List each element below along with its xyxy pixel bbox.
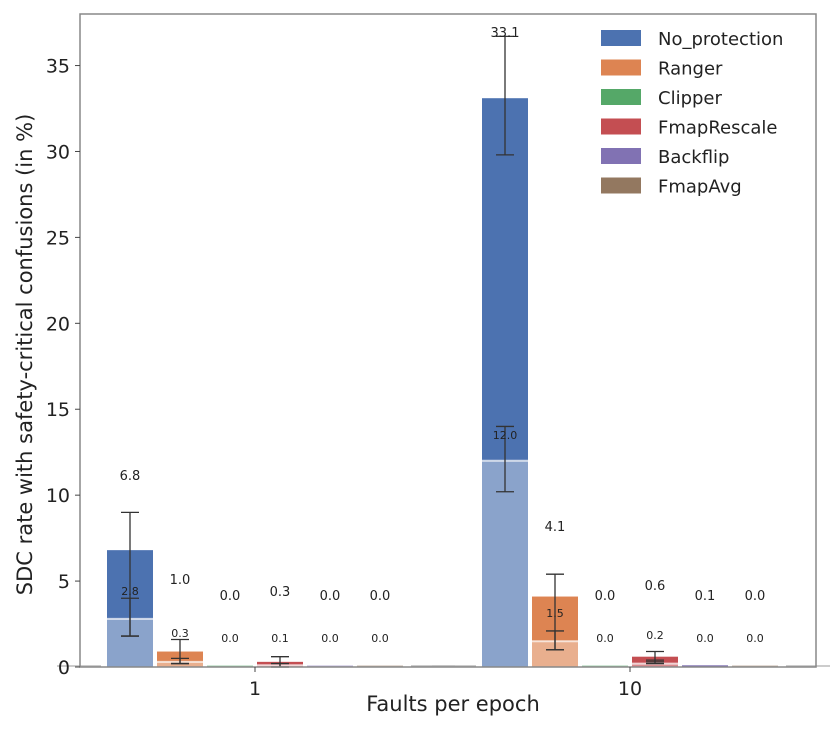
x-tick-label: 1 bbox=[249, 678, 261, 700]
y-axis-title: SDC rate with safety-critical confusions… bbox=[13, 114, 37, 596]
legend-swatch-no_protection bbox=[601, 30, 641, 46]
value-label: 0.0 bbox=[220, 589, 241, 604]
inner-value-label: 0.0 bbox=[596, 632, 614, 645]
inner-value-label: 0.1 bbox=[271, 632, 289, 645]
inner-bar-ranger-1 bbox=[157, 661, 203, 667]
value-label: 4.1 bbox=[545, 520, 566, 535]
legend-label-fmapavg: FmapAvg bbox=[658, 177, 742, 198]
legend-swatch-fmapavg bbox=[601, 177, 641, 194]
legend-label-fmaprescale: FmapRescale bbox=[658, 118, 778, 139]
y-tick-label: 10 bbox=[46, 485, 70, 507]
legend-swatch-backflip bbox=[601, 148, 641, 164]
legend-label-backflip: Backflip bbox=[658, 147, 729, 168]
inner-value-label: 0.3 bbox=[171, 627, 189, 640]
legend-swatch-ranger bbox=[601, 59, 641, 76]
y-tick-label: 0 bbox=[58, 657, 70, 679]
legend: No_protection Ranger Clipper FmapRescale Bac… bbox=[601, 29, 783, 198]
inner-value-label: 0.0 bbox=[746, 632, 764, 645]
plot-frame bbox=[79, 13, 817, 668]
x-tick-label: 10 bbox=[618, 678, 642, 700]
inner-value-label: 2.8 bbox=[121, 585, 139, 598]
value-label: 6.8 bbox=[120, 469, 141, 484]
x-axis-title: Faults per epoch bbox=[366, 692, 540, 716]
legend-swatch-fmaprescale bbox=[601, 118, 641, 135]
inner-value-label: 0.0 bbox=[696, 632, 714, 645]
inner-value-label: 1.5 bbox=[546, 607, 564, 620]
value-label: 0.0 bbox=[370, 589, 391, 604]
inner-value-label: 12.0 bbox=[493, 429, 518, 442]
value-label: 0.3 bbox=[270, 585, 291, 600]
value-label: 0.0 bbox=[745, 589, 766, 604]
plot-area: 6.8 2.8 1.0 0.3 0.0 0.0 0.3 0.1 0.0 0.0 0.0 0.0 33.1… bbox=[57, 26, 830, 668]
y-tick-label: 35 bbox=[46, 56, 70, 78]
inner-value-label: 0.0 bbox=[321, 632, 339, 645]
inner-bar-no_protection-10 bbox=[482, 460, 528, 667]
value-label: 0.6 bbox=[645, 579, 666, 594]
inner-value-label: 0.0 bbox=[371, 632, 389, 645]
value-label: 1.0 bbox=[170, 573, 191, 588]
legend-label-clipper: Clipper bbox=[658, 88, 722, 109]
legend-label-ranger: Ranger bbox=[658, 59, 723, 80]
y-tick-label: 5 bbox=[58, 571, 70, 593]
y-tick-label: 15 bbox=[46, 399, 70, 421]
inner-bar-fmaprescale-10 bbox=[632, 663, 678, 667]
y-tick-label: 30 bbox=[46, 141, 70, 163]
axes: 0 5 10 15 20 25 30 35 Faults per epoch SDC rate w… bbox=[13, 13, 817, 716]
inner-value-label: 0.2 bbox=[646, 629, 664, 642]
bar-backflip-10 bbox=[682, 665, 728, 667]
y-tick-label: 20 bbox=[46, 313, 70, 335]
value-label: 0.0 bbox=[595, 589, 616, 604]
value-label: 0.0 bbox=[320, 589, 341, 604]
legend-label-no_protection: No_protection bbox=[658, 29, 783, 50]
legend-swatch-clipper bbox=[601, 89, 641, 105]
y-tick-label: 25 bbox=[46, 227, 70, 249]
bar-no_protection-10 bbox=[482, 98, 528, 667]
inner-value-label: 0.0 bbox=[221, 632, 239, 645]
value-label: 33.1 bbox=[491, 26, 520, 41]
value-label: 0.1 bbox=[695, 589, 716, 604]
